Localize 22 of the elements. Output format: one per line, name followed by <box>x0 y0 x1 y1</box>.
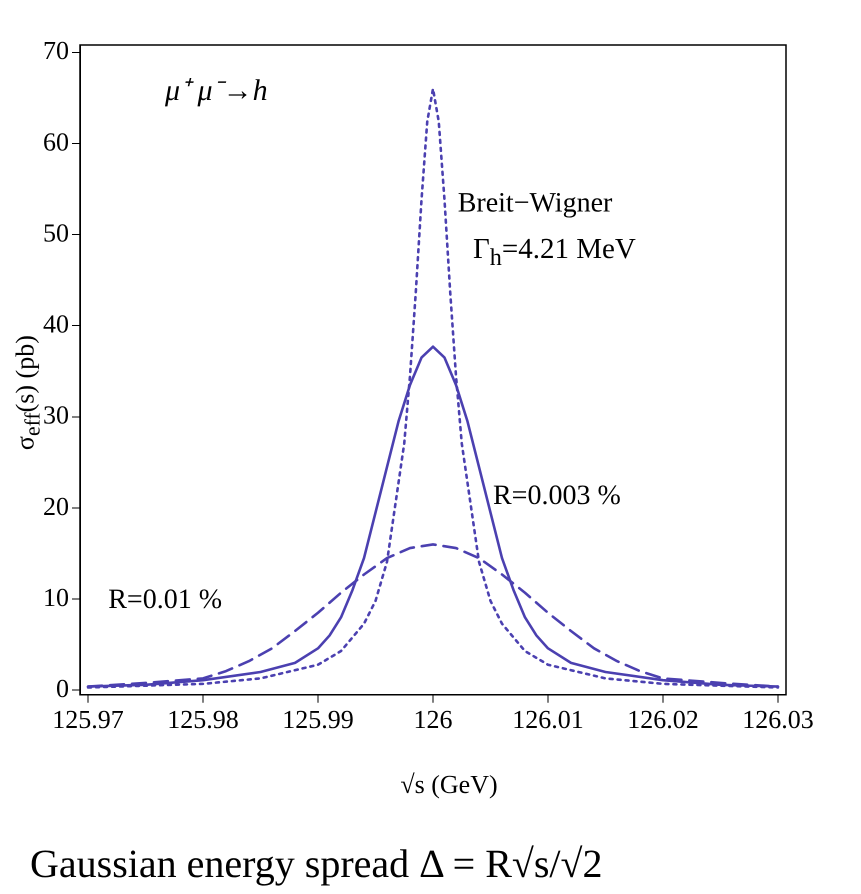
y-tick-label: 40 <box>43 310 69 339</box>
x-tick-label: 126.03 <box>742 705 814 734</box>
y-tick-label: 60 <box>43 127 69 156</box>
x-tick-label: 125.98 <box>167 705 239 734</box>
y-tick-label: 10 <box>43 582 69 612</box>
x-tick-label: 125.99 <box>282 705 354 734</box>
x-tick-label: 125.97 <box>52 705 124 734</box>
y-tick-label: 30 <box>43 400 69 430</box>
x-tick-label: 126.01 <box>512 705 584 734</box>
y-tick-label: 50 <box>43 218 69 248</box>
x-axis-title: √s (GeV) <box>399 770 499 800</box>
annotation: μ⁺ μ⁻→h <box>165 73 268 109</box>
y-tick-label: 20 <box>43 492 69 521</box>
y-tick-label: 0 <box>56 674 69 704</box>
x-tick-label: 126.02 <box>627 705 699 734</box>
x-tick-label: 126 <box>414 705 452 734</box>
series-label: R=0.01 % <box>108 584 222 615</box>
series-label: R=0.003 % <box>493 480 621 511</box>
series-label: Breit−Wigner <box>458 188 613 219</box>
y-tick-label: 70 <box>43 36 69 66</box>
annotation: Γ$_{h}$=4.21 MeV <box>473 233 636 272</box>
text: Gaussian energy spread Δ = R√s/√2 <box>30 840 604 887</box>
